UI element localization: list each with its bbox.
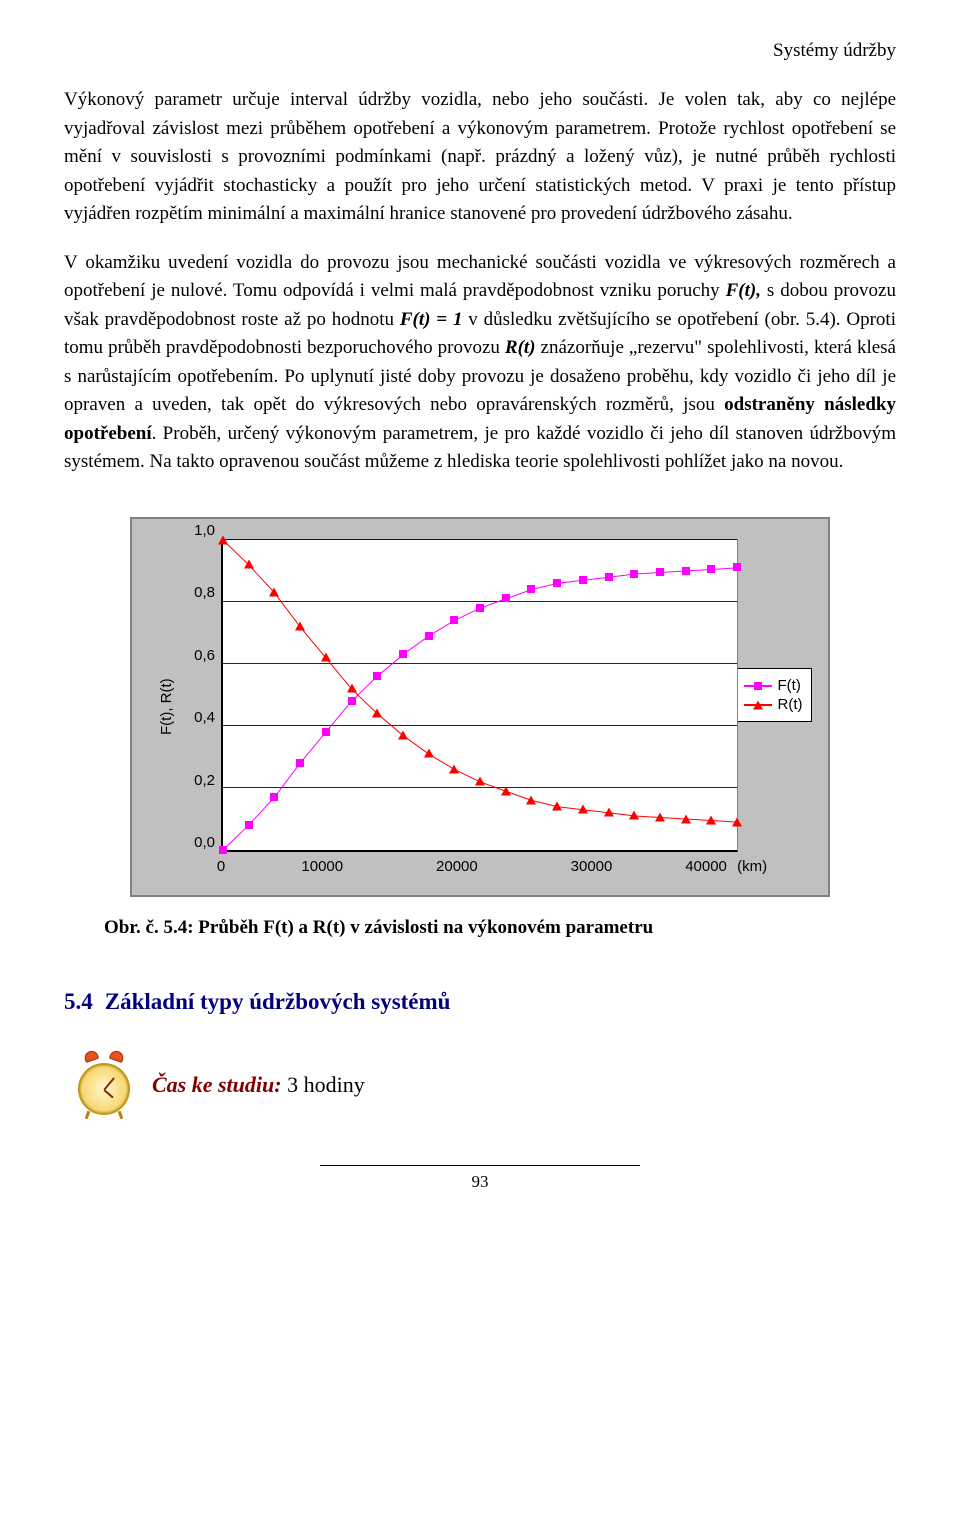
- study-value: 3 hodiny: [282, 1072, 365, 1097]
- legend-label: F(t): [778, 677, 801, 694]
- section-heading: 5.4 Základní typy údržbových systémů: [64, 989, 896, 1015]
- xtick-label: 20000: [436, 858, 478, 875]
- chart-legend: F(t) R(t): [735, 668, 812, 722]
- series-marker: [269, 588, 279, 597]
- section-number: 5.4: [64, 989, 93, 1014]
- series-marker: [655, 812, 665, 821]
- xtick-label: 10000: [301, 858, 343, 875]
- chart-yticks: 0,00,20,40,60,81,0: [181, 539, 221, 852]
- xtick-label: 40000 (km): [685, 858, 767, 875]
- page-footer: 93: [320, 1165, 640, 1192]
- study-label: Čas ke studiu:: [152, 1072, 282, 1097]
- xtick-label: 0: [217, 858, 225, 875]
- xtick-label: 30000: [571, 858, 613, 875]
- series-marker: [449, 764, 459, 773]
- series-marker: [218, 535, 228, 544]
- series-marker: [526, 795, 536, 804]
- series-marker: [295, 622, 305, 631]
- legend-item: F(t): [744, 677, 803, 694]
- legend-label: R(t): [778, 696, 803, 713]
- paragraph-1: Výkonový parametr určuje interval údržby…: [64, 86, 896, 229]
- paragraph-2: V okamžiku uvedení vozidla do provozu js…: [64, 249, 896, 477]
- figure-caption: Obr. č. 5.4: Průběh F(t) a R(t) v závisl…: [104, 917, 896, 939]
- series-marker: [424, 749, 434, 758]
- series-line: [223, 540, 737, 850]
- chart-ylabel: F(t), R(t): [152, 539, 181, 875]
- series-marker: [552, 802, 562, 811]
- series-marker: [681, 814, 691, 823]
- section-header-right: Systémy údržby: [64, 40, 896, 62]
- p2-ft: F(t),: [726, 280, 761, 301]
- clock-icon: [74, 1055, 134, 1115]
- series-marker: [347, 684, 357, 693]
- chart-container: F(t), R(t) 0,00,20,40,60,81,0 F(t) R(t) 0…: [64, 517, 896, 897]
- series-marker: [629, 811, 639, 820]
- series-marker: [475, 777, 485, 786]
- series-marker: [501, 786, 511, 795]
- chart-xticks: 010000200003000040000 (km): [221, 852, 808, 875]
- series-marker: [604, 808, 614, 817]
- study-time-text: Čas ke studiu: 3 hodiny: [152, 1072, 365, 1098]
- chart-plot-area: [221, 539, 738, 852]
- p2-ft1: F(t) = 1: [400, 309, 463, 330]
- series-marker: [321, 653, 331, 662]
- series-marker: [398, 730, 408, 739]
- series-marker: [578, 805, 588, 814]
- series-marker: [732, 817, 742, 826]
- legend-item: R(t): [744, 696, 803, 713]
- x-unit: (km): [733, 858, 767, 875]
- series-marker: [244, 560, 254, 569]
- chart-box: F(t), R(t) 0,00,20,40,60,81,0 F(t) R(t) 0…: [130, 517, 830, 897]
- section-title: Základní typy údržbových systémů: [105, 989, 451, 1014]
- series-marker: [372, 709, 382, 718]
- series-marker: [706, 816, 716, 825]
- study-time-row: Čas ke studiu: 3 hodiny: [74, 1055, 896, 1115]
- p2-rt: R(t): [505, 337, 536, 358]
- p2-text-i: . Proběh, určený výkonovým parametrem, j…: [64, 423, 896, 473]
